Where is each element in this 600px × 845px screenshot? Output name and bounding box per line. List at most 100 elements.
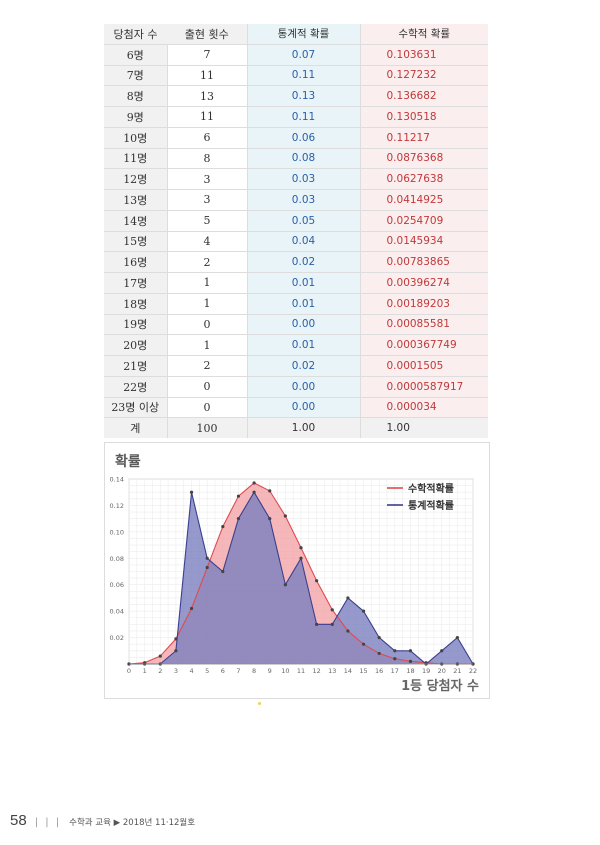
table-row: 21명 2 0.02 0.0001505	[104, 355, 488, 377]
journal-issue: 수학과 교육 ▶ 2018년 11·12월호	[69, 818, 196, 828]
cell-mathematical: 0.00396274	[359, 272, 488, 294]
data-point	[283, 514, 287, 518]
x-tick-label: 16	[375, 667, 383, 675]
cell-count: 8	[166, 148, 247, 170]
cell-statistical: 0.11	[246, 65, 360, 87]
cell-count: 11	[166, 65, 247, 87]
cell-winners: 23명 이상	[104, 397, 167, 419]
cell-statistical: 0.00	[246, 376, 360, 398]
data-point	[330, 608, 334, 612]
cell-winners: 21명	[104, 355, 167, 377]
x-tick-label: 5	[205, 667, 209, 675]
cell-count: 13	[166, 85, 247, 107]
cell-statistical: 0.02	[246, 355, 360, 377]
data-point	[205, 556, 209, 560]
data-point	[330, 622, 334, 626]
cell-winners: 11명	[104, 148, 167, 170]
x-tick-label: 14	[344, 667, 352, 675]
data-point	[315, 579, 319, 583]
chart-title: 확률	[115, 453, 141, 470]
chart-svg: 0.020.040.060.080.100.120.140 1 2 3 4 5 6 7 8 9 10…	[110, 453, 480, 694]
data-point	[299, 546, 303, 550]
data-point	[299, 556, 303, 560]
cell-mathematical: 0.0414925	[359, 189, 488, 211]
data-point	[393, 657, 397, 661]
x-tick-label: 13	[328, 667, 336, 675]
cell-count: 2	[166, 251, 247, 273]
data-point	[189, 606, 194, 611]
table-row: 11명 8 0.08 0.0876368	[104, 148, 488, 170]
cell-mathematical: 0.0627638	[359, 168, 488, 190]
cell-count: 4	[166, 231, 247, 253]
cell-statistical: 0.03	[246, 189, 360, 211]
cell-winners: 8명	[104, 85, 167, 107]
cell-statistical: 0.02	[246, 251, 360, 273]
data-point	[315, 622, 319, 626]
cell-winners: 6명	[104, 44, 167, 66]
data-point	[252, 490, 256, 494]
table-row: 6명 7 0.07 0.103631	[104, 44, 488, 66]
table-row: 7명 11 0.11 0.127232	[104, 65, 488, 87]
cell-winners: 16명	[104, 251, 167, 273]
header-mathematical: 수학적 확률	[359, 24, 488, 45]
cell-winners: 12명	[104, 168, 167, 190]
data-point	[346, 629, 350, 633]
data-point	[455, 635, 459, 640]
table-row: 22명 0 0.00 0.0000587917	[104, 376, 488, 398]
cell-count: 1	[166, 334, 247, 356]
x-tick-label: 3	[174, 667, 178, 675]
total-cell-statistical: 1.00	[246, 417, 360, 438]
cell-mathematical: 0.00783865	[359, 251, 488, 273]
x-tick-label: 22	[469, 667, 477, 675]
cell-mathematical: 0.130518	[359, 106, 488, 128]
data-point	[361, 642, 366, 646]
page-footer: 58 | | | 수학과 교육 ▶ 2018년 11·12월호	[10, 812, 195, 829]
cell-mathematical: 0.0145934	[359, 231, 488, 253]
data-point	[158, 654, 162, 658]
data-point	[440, 649, 444, 653]
cell-mathematical: 0.127232	[359, 65, 488, 87]
cell-mathematical: 0.11217	[359, 127, 488, 149]
table-row: 20명 1 0.01 0.000367749	[104, 334, 488, 356]
cell-mathematical: 0.000034	[359, 397, 488, 419]
data-point	[393, 649, 397, 653]
data-point	[408, 659, 413, 663]
cell-statistical: 0.01	[246, 293, 360, 315]
y-tick-label: 0.08	[110, 555, 124, 563]
x-tick-label: 19	[422, 667, 430, 675]
table-row: 19명 0 0.00 0.00085581	[104, 314, 488, 336]
x-tick-label: 15	[359, 667, 367, 675]
header-count: 출현 횟수	[167, 24, 247, 45]
x-tick-label: 6	[221, 667, 225, 675]
x-tick-label: 8	[252, 667, 256, 675]
data-point	[268, 489, 272, 493]
page-number: 58	[10, 812, 27, 829]
cell-statistical: 0.05	[246, 210, 360, 232]
cell-winners: 19명	[104, 314, 167, 336]
cell-mathematical: 0.0001505	[359, 355, 488, 377]
cell-statistical: 0.01	[246, 334, 360, 356]
cell-count: 6	[166, 127, 247, 149]
cell-statistical: 0.03	[246, 168, 360, 190]
cell-winners: 18명	[104, 293, 167, 315]
x-axis-label: 1등 당첨자 수	[401, 678, 479, 694]
table-row: 17명 1 0.01 0.00396274	[104, 272, 488, 294]
table-total-row: 계 100 1.00 1.00	[104, 417, 488, 438]
x-tick-label: 0	[127, 667, 131, 675]
stray-mark	[258, 702, 261, 705]
cell-statistical: 0.04	[246, 231, 360, 253]
data-point	[283, 583, 287, 587]
cell-statistical: 0.07	[246, 44, 360, 66]
probability-table: 당첨자 수 출현 횟수 통계적 확률 수학적 확률 6명 7 0.07 0.10363…	[104, 24, 488, 438]
cell-count: 1	[166, 272, 247, 294]
cell-statistical: 0.00	[246, 397, 360, 419]
x-tick-label: 1	[143, 667, 147, 675]
data-point	[189, 490, 194, 494]
y-tick-label: 0.04	[110, 608, 124, 616]
data-point	[361, 609, 366, 613]
table-row: 9명 11 0.11 0.130518	[104, 106, 488, 128]
x-tick-label: 21	[453, 667, 461, 675]
x-tick-label: 9	[268, 667, 272, 675]
cell-winners: 17명	[104, 272, 167, 294]
cell-statistical: 0.00	[246, 314, 360, 336]
